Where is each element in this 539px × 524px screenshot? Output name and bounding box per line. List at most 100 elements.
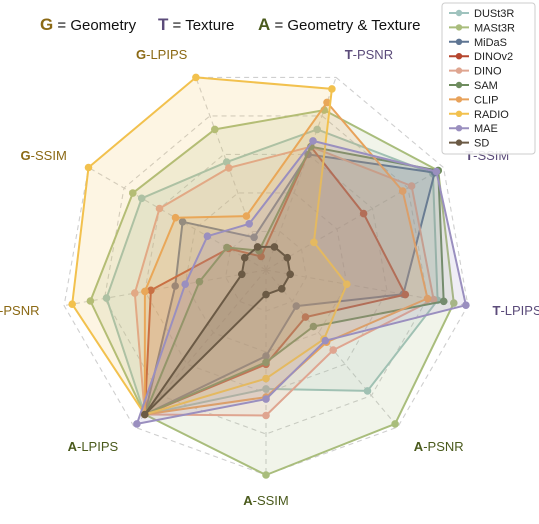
axis-label: A-PSNR <box>414 439 464 454</box>
axis-label: T-PSNR <box>345 47 393 62</box>
data-point <box>131 289 139 297</box>
radar-series <box>68 73 470 479</box>
legend-label: CLIP <box>474 94 498 106</box>
data-point <box>238 270 246 279</box>
data-point <box>223 243 231 252</box>
data-point <box>328 85 336 93</box>
data-point <box>262 374 270 383</box>
legend-marker <box>455 67 463 74</box>
data-point <box>195 277 204 286</box>
data-point <box>211 125 219 134</box>
data-point <box>242 212 251 220</box>
data-point <box>363 387 372 395</box>
data-point <box>398 187 407 195</box>
data-point <box>68 300 76 309</box>
legend-marker <box>455 24 463 31</box>
grid-spoke <box>133 269 267 428</box>
data-point <box>292 302 301 310</box>
grid-ring <box>184 192 348 353</box>
legend-label: DINOv2 <box>474 51 513 63</box>
data-point <box>203 232 212 240</box>
grid-spoke <box>265 269 468 307</box>
data-point <box>262 358 270 367</box>
series-area <box>105 128 439 416</box>
legend-label: RADIO <box>474 109 509 121</box>
axis-label: G-SSIM <box>21 148 67 163</box>
data-point <box>310 238 318 247</box>
data-point <box>137 194 146 203</box>
legend-label: DINO <box>474 66 502 78</box>
axis-label: G-PSNR <box>0 303 40 318</box>
legend-item-mast3r: MASt3R <box>449 22 515 34</box>
data-point <box>129 189 137 197</box>
data-point <box>155 204 164 213</box>
data-point <box>192 73 200 82</box>
data-point <box>84 163 93 172</box>
data-point <box>283 253 292 262</box>
data-point <box>141 287 149 296</box>
data-point <box>432 167 441 176</box>
data-point <box>391 420 399 428</box>
data-point <box>240 253 249 262</box>
legend-item-clip: CLIP <box>449 94 498 106</box>
legend-marker <box>455 38 463 45</box>
data-point <box>253 243 262 251</box>
data-point <box>301 313 310 321</box>
legend-label: MiDaS <box>474 37 507 49</box>
data-point <box>462 301 470 310</box>
key-text: = Geometry <box>53 17 136 34</box>
axis-label-prefix: A <box>414 439 424 454</box>
grid-ring <box>63 76 469 476</box>
legend-marker <box>455 125 463 132</box>
axis-label-name: -LPIPS <box>77 439 119 454</box>
legend-item-dinov2: DINOv2 <box>449 51 513 63</box>
data-point <box>407 182 416 190</box>
grid-spoke <box>265 167 444 271</box>
axis-label: A-LPIPS <box>68 439 119 454</box>
grid-ring <box>225 230 307 312</box>
data-point <box>309 322 318 331</box>
data-point <box>262 290 270 299</box>
data-point <box>270 243 279 251</box>
series-area <box>143 245 292 416</box>
axis-label-name: -PSNR <box>0 303 40 318</box>
data-point <box>278 285 286 293</box>
axis-label: T-LPIPS <box>493 303 539 318</box>
data-point <box>321 336 330 345</box>
data-point <box>359 209 368 218</box>
legend-label: DUSt3R <box>474 8 514 20</box>
series-area <box>135 139 467 425</box>
axis-label-prefix: T <box>345 47 353 62</box>
series-area <box>133 145 435 417</box>
axis-label-name: -LPIPS <box>146 47 188 62</box>
key-letter: T <box>158 15 169 34</box>
legend-item-dust3r: DUSt3R <box>449 8 514 20</box>
legend-frame <box>441 2 536 155</box>
axis-label: G-LPIPS <box>136 47 188 62</box>
axis-label-name: -SSIM <box>31 148 67 163</box>
data-point <box>450 299 458 307</box>
data-point <box>262 471 270 479</box>
legend-marker <box>455 110 463 118</box>
legend-label: SAM <box>474 80 498 92</box>
data-point <box>102 294 111 302</box>
key-header: G = Geometry T = Texture A = Geometry & Te… <box>40 15 421 34</box>
grid-spoke <box>195 77 267 271</box>
legend-label: SD <box>474 138 489 150</box>
legend: DUSt3R MASt3R MiDaS DINOv2 DINO SAM CLIP RADIO M… <box>441 2 536 155</box>
series-area <box>71 76 348 416</box>
legend-item-radio: RADIO <box>449 109 509 121</box>
legend-label: MASt3R <box>474 22 515 34</box>
data-point <box>181 280 189 289</box>
data-point <box>343 280 351 289</box>
data-point <box>245 220 253 228</box>
data-point <box>225 164 233 172</box>
axis-label-prefix: A <box>243 493 253 508</box>
data-point <box>133 420 141 428</box>
key-text: = Geometry & Texture <box>270 17 420 34</box>
key-t: T = Texture <box>158 15 234 34</box>
legend-marker <box>455 9 463 17</box>
legend-item-mae: MAE <box>449 123 498 135</box>
legend-marker <box>455 53 463 60</box>
